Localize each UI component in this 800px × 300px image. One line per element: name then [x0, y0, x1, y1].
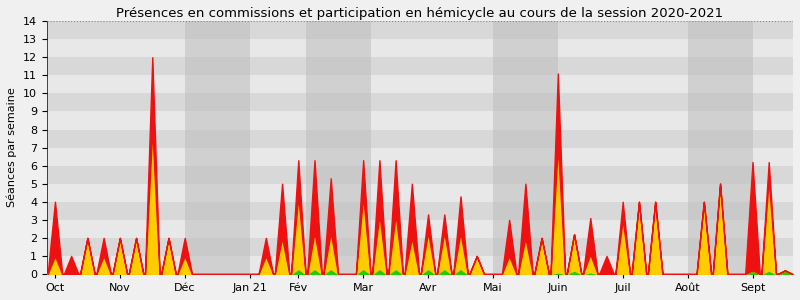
Bar — [47, 238, 793, 256]
Bar — [47, 184, 793, 202]
Bar — [47, 202, 793, 220]
Bar — [47, 220, 793, 238]
Bar — [47, 93, 793, 111]
Bar — [47, 21, 793, 39]
Bar — [493, 21, 558, 274]
Bar — [47, 57, 793, 75]
Bar — [47, 256, 793, 274]
Bar — [47, 166, 793, 184]
Bar — [47, 130, 793, 148]
Title: Présences en commissions et participation en hémicycle au cours de la session 20: Présences en commissions et participatio… — [116, 7, 723, 20]
Bar — [47, 39, 793, 57]
Y-axis label: Séances par semaine: Séances par semaine — [7, 88, 18, 207]
Bar — [306, 21, 371, 274]
Bar — [47, 75, 793, 93]
Bar — [47, 111, 793, 130]
Bar — [185, 21, 250, 274]
Bar — [47, 148, 793, 166]
Bar — [688, 21, 753, 274]
